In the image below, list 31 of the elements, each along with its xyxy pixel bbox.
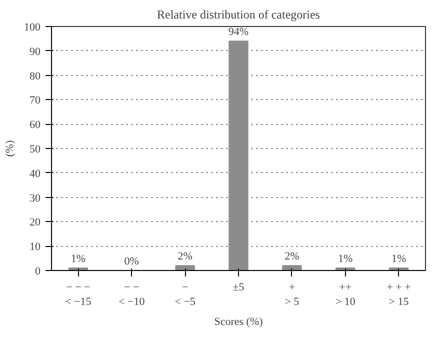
y-tick-label: 20 [30, 216, 41, 229]
data-label: 1% [70, 253, 86, 266]
y-tick-label: 70 [30, 94, 41, 107]
data-label: 2% [284, 250, 300, 263]
y-tick-label: 100 [24, 22, 41, 34]
y-tick-label: 80 [30, 70, 41, 82]
x-tick-label: + > 5 [284, 282, 300, 308]
y-tick-label: 90 [30, 46, 41, 58]
y-tick-label: 50 [30, 144, 41, 156]
data-label: 1% [391, 253, 406, 266]
y-tick-label: 40 [30, 168, 41, 180]
x-tick-label: + + + > 15 [386, 282, 411, 308]
y-tick-label: 0 [35, 266, 41, 278]
y-tick-label: 30 [30, 192, 41, 204]
y-tick-label: 60 [30, 119, 41, 132]
data-label: 1% [338, 253, 353, 266]
x-axis-title: Scores (%) [214, 316, 264, 328]
x-tick-label: ++ > 10 [335, 282, 356, 308]
bar [282, 265, 302, 270]
x-tick-label: ±5 [232, 282, 245, 294]
x-tick-label: − − < −10 [118, 282, 146, 308]
bar [175, 265, 195, 270]
x-tick-label: − < −5 [174, 282, 196, 308]
x-tick-label: − − − < −15 [65, 282, 92, 308]
y-axis-title: (%) [4, 140, 16, 157]
y-tick-label: 10 [30, 241, 41, 254]
chart-title: Relative distribution of categories [157, 8, 320, 22]
data-label: 2% [178, 250, 192, 263]
data-label: 94% [228, 26, 249, 38]
bar [228, 40, 248, 270]
data-label: 0% [124, 256, 139, 268]
